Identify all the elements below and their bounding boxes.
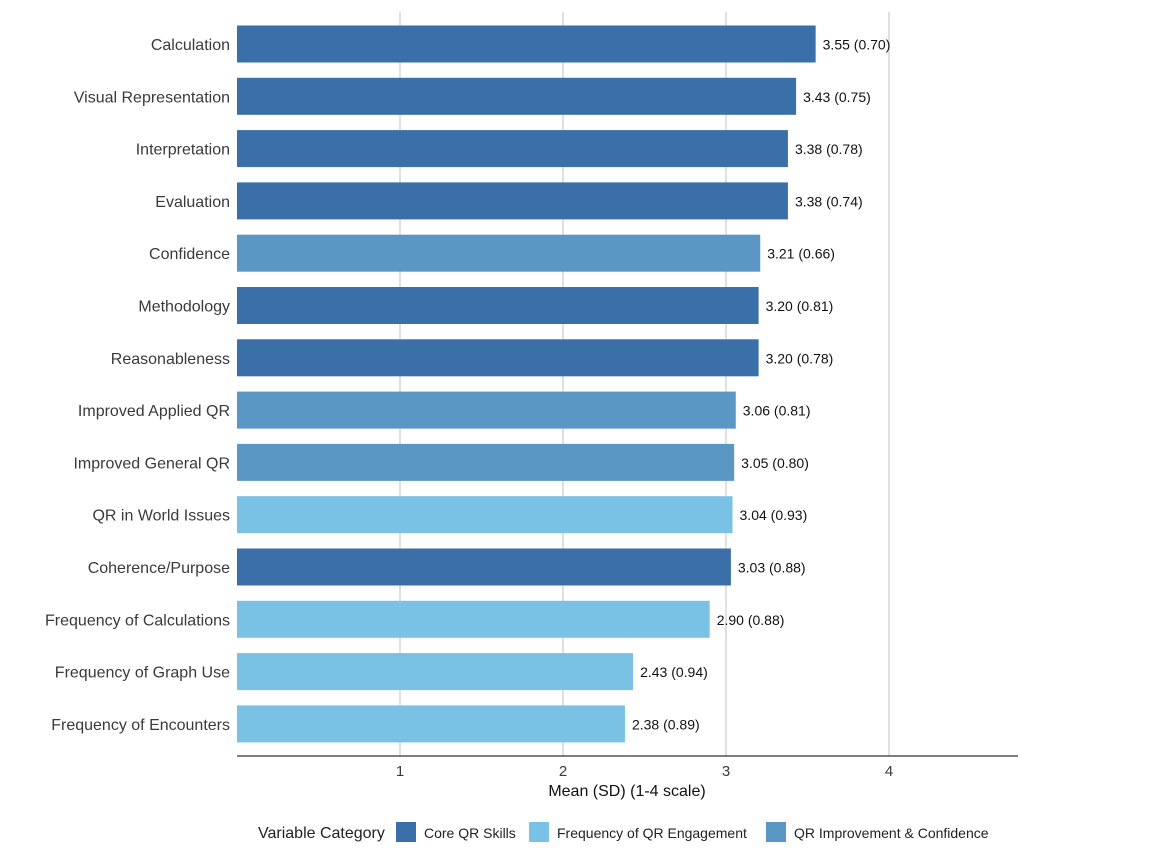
legend: Variable Category Core QR Skills Frequenc… <box>258 822 989 842</box>
bar-methodology <box>237 287 759 324</box>
data-label-frequency-of-graph-use: 2.43 (0.94) <box>640 664 708 680</box>
category-label-coherence-purpose: Coherence/Purpose <box>88 560 230 577</box>
bar-confidence <box>237 234 761 272</box>
category-label-frequency-of-graph-use: Frequency of Graph Use <box>55 665 230 682</box>
category-label-reasonableness: Reasonableness <box>111 351 230 368</box>
data-label-coherence-purpose: 3.03 (0.88) <box>738 560 806 576</box>
bars <box>237 25 816 743</box>
category-labels: Calculation Visual Representation Interpre… <box>45 37 230 734</box>
data-label-calculation: 3.55 (0.70) <box>823 37 891 53</box>
x-axis-title: Mean (SD) (1-4 scale) <box>548 783 705 800</box>
data-label-visual-representation: 3.43 (0.75) <box>803 89 871 105</box>
data-label-confidence: 3.21 (0.66) <box>767 246 835 262</box>
category-label-improved-applied-qr: Improved Applied QR <box>78 403 230 420</box>
x-tick-label-3: 3 <box>722 763 730 780</box>
bar-improved-general-qr <box>237 443 735 481</box>
category-label-qr-in-world-issues: QR in World Issues <box>92 508 230 525</box>
data-label-evaluation: 3.38 (0.74) <box>795 193 863 209</box>
gridlines <box>399 12 890 756</box>
data-labels: 3.55 (0.70) 3.43 (0.75) 3.38 (0.78) 3.38 (0… <box>632 37 890 733</box>
legend-label-core-qr-skills: Core QR Skills <box>424 825 516 841</box>
bar-evaluation <box>237 182 788 220</box>
legend-title: Variable Category <box>258 825 385 842</box>
category-label-visual-representation: Visual Representation <box>74 89 230 106</box>
bar-coherence-purpose <box>237 548 731 586</box>
legend-label-frequency-of-qr-engagement: Frequency of QR Engagement <box>557 825 747 841</box>
bar-visual-representation <box>237 77 797 115</box>
category-label-interpretation: Interpretation <box>136 142 230 159</box>
data-label-frequency-of-calculations: 2.90 (0.88) <box>717 612 785 628</box>
category-label-confidence: Confidence <box>149 246 230 263</box>
x-tick-label-1: 1 <box>396 763 404 780</box>
category-label-calculation: Calculation <box>151 37 230 54</box>
data-label-improved-general-qr: 3.05 (0.80) <box>741 455 809 471</box>
x-tick-labels: 1 2 3 4 <box>396 763 893 780</box>
category-label-methodology: Methodology <box>138 299 230 316</box>
data-label-improved-applied-qr: 3.06 (0.81) <box>743 403 811 419</box>
legend-swatch-core-qr-skills <box>396 822 416 842</box>
legend-swatch-frequency-of-qr-engagement <box>529 822 549 842</box>
data-label-interpretation: 3.38 (0.78) <box>795 141 863 157</box>
category-label-frequency-of-calculations: Frequency of Calculations <box>45 612 230 629</box>
bar-frequency-of-calculations <box>237 600 710 638</box>
bar-frequency-of-graph-use <box>237 653 634 691</box>
bar-qr-in-world-issues <box>237 496 733 534</box>
bar-improved-applied-qr <box>237 391 736 429</box>
x-tick-label-4: 4 <box>885 763 893 780</box>
x-tick-label-2: 2 <box>559 763 567 780</box>
legend-swatch-qr-improvement-confidence <box>766 822 786 842</box>
data-label-methodology: 3.20 (0.81) <box>766 298 834 314</box>
category-label-frequency-of-encounters: Frequency of Encounters <box>51 717 230 734</box>
category-label-improved-general-qr: Improved General QR <box>73 455 230 472</box>
legend-label-qr-improvement-confidence: QR Improvement & Confidence <box>794 825 989 841</box>
bar-calculation <box>237 25 816 63</box>
data-label-qr-in-world-issues: 3.04 (0.93) <box>740 507 808 523</box>
bar-frequency-of-encounters <box>237 705 625 743</box>
category-label-evaluation: Evaluation <box>155 194 230 211</box>
bar-reasonableness <box>237 339 759 377</box>
data-label-reasonableness: 3.20 (0.78) <box>766 350 834 366</box>
data-label-frequency-of-encounters: 2.38 (0.89) <box>632 716 700 732</box>
bar-interpretation <box>237 130 788 168</box>
